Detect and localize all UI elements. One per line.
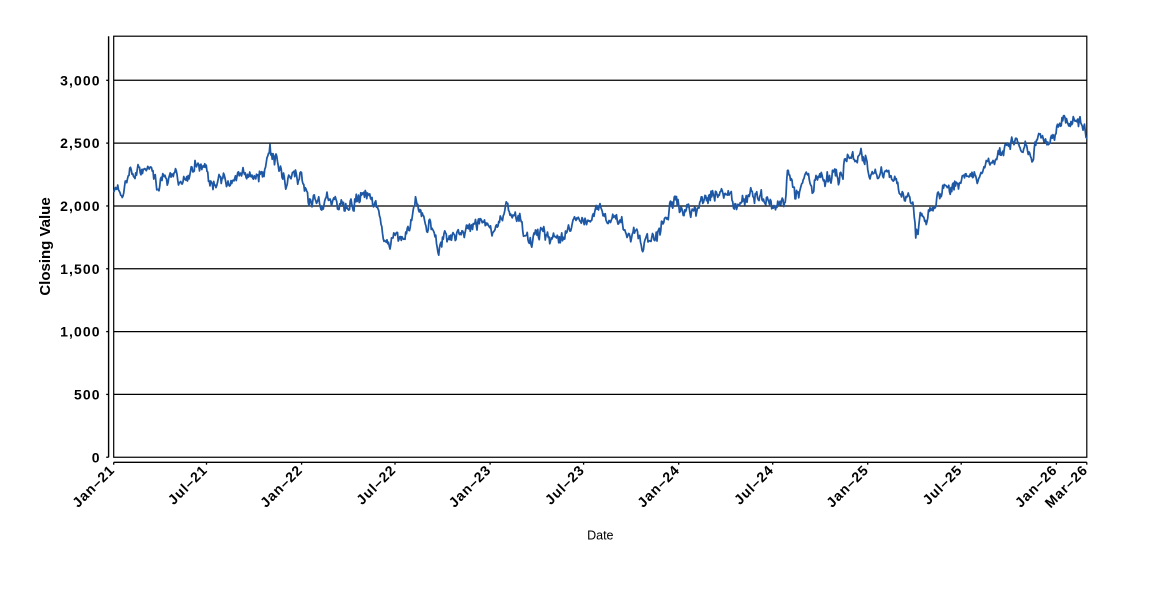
svg-text:Closing Value: Closing Value bbox=[37, 197, 54, 295]
svg-text:3,000: 3,000 bbox=[60, 72, 101, 88]
svg-text:0: 0 bbox=[92, 449, 101, 465]
svg-text:500: 500 bbox=[74, 386, 101, 402]
svg-text:1,000: 1,000 bbox=[60, 324, 101, 340]
svg-text:Date: Date bbox=[587, 529, 613, 543]
svg-text:2,000: 2,000 bbox=[60, 198, 101, 214]
svg-text:1,500: 1,500 bbox=[60, 261, 101, 277]
svg-text:2,500: 2,500 bbox=[60, 135, 101, 151]
